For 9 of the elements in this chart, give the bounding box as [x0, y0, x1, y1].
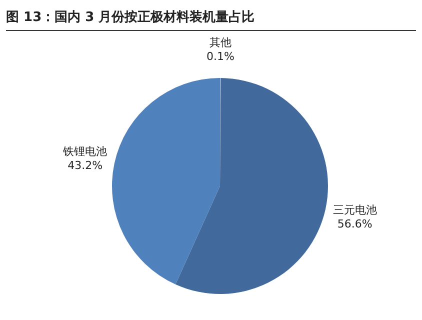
slice-label: 铁锂电池 [62, 144, 108, 158]
slice-label: 三元电池 [332, 204, 377, 216]
chart-title: 图 13：国内 3 月份按正极材料装机量占比 [6, 8, 416, 31]
data-label: 56.6% [337, 218, 372, 230]
pie-slice [112, 78, 220, 284]
data-label: 0.1% [206, 50, 234, 63]
data-label: 43.2% [68, 158, 103, 172]
slice-label: 其他 [209, 36, 232, 49]
pie-slice [176, 78, 328, 294]
